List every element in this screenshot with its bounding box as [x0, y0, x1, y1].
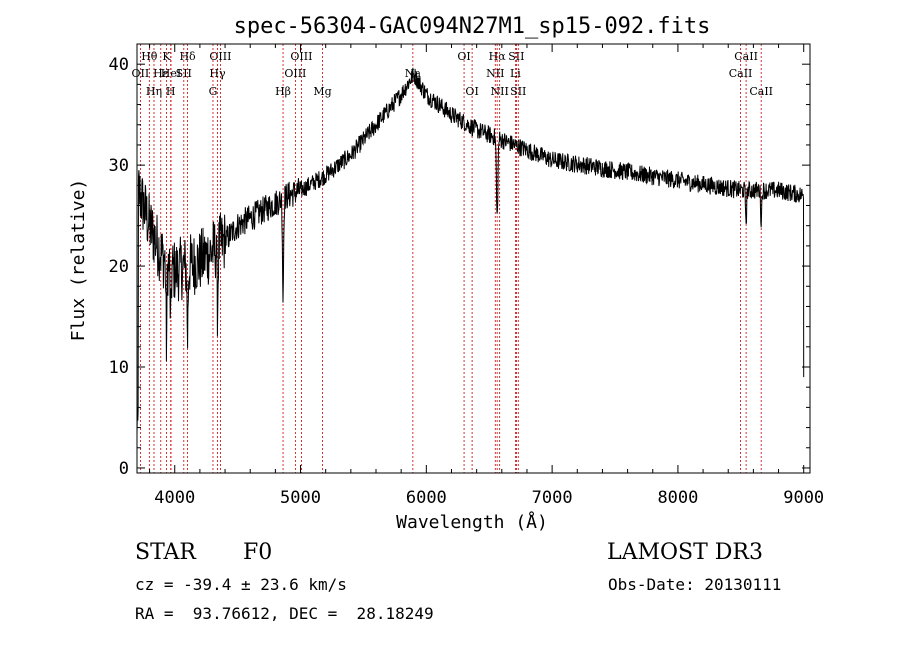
x-tick-label: 9000 — [783, 488, 824, 508]
spectral-line-label: Mg — [313, 85, 331, 98]
spectral-line-label: OI — [457, 50, 470, 63]
x-tick-label: 8000 — [657, 488, 698, 508]
survey-name: LAMOST DR3 — [607, 540, 763, 565]
x-tick-label: 4000 — [154, 488, 195, 508]
spectral-line-label: H — [166, 85, 176, 98]
spectral-line-label: G — [209, 85, 218, 98]
spectral-line-label: Hγ — [209, 67, 226, 80]
spectral-line-label: CaII — [749, 85, 773, 98]
spectral-line-label: OIII — [209, 50, 231, 63]
x-axis-label: Wavelength (Å) — [396, 511, 548, 533]
spectral-line-label: Hε — [153, 67, 169, 80]
plot-area — [136, 43, 811, 474]
y-tick-label: 10 — [109, 358, 129, 378]
y-tick-label: 30 — [109, 156, 129, 176]
x-tick-label: 5000 — [280, 488, 321, 508]
y-tick-label: 0 — [119, 459, 129, 479]
coordinates-text: RA = 93.76612, DEC = 28.18249 — [135, 604, 434, 623]
spectral-line-label: CaII — [734, 50, 758, 63]
spectral-line-label: OIII — [284, 67, 306, 80]
spectral-line-label: Hα — [489, 50, 507, 63]
spectral-line-label: OIII — [290, 50, 312, 63]
x-tick-label: 6000 — [406, 488, 447, 508]
spectral-line-label: OII — [132, 67, 150, 80]
chart-title: spec-56304-GAC094N27M1_sp15-092.fits — [234, 14, 711, 39]
y-axis-label: Flux (relative) — [68, 179, 89, 342]
y-tick-label: 40 — [109, 55, 129, 75]
spectral-line-label: SII — [508, 50, 524, 63]
object-subclass: F0 — [243, 540, 273, 565]
spectral-line-label: K — [162, 50, 171, 63]
spectral-line-label: NII — [491, 85, 509, 98]
spectral-line-label: Hη — [146, 85, 162, 98]
spectral-line-label: SII — [510, 85, 526, 98]
spectrum-line — [136, 67, 805, 436]
spectral-line-label: CaII — [729, 67, 753, 80]
spectral-line-label: Hδ — [179, 50, 196, 63]
spectral-line-label: NII — [486, 67, 504, 80]
spectral-line-label: Hθ — [141, 50, 158, 63]
velocity-text: cz = -39.4 ± 23.6 km/s — [135, 575, 347, 594]
spectral-line-label: Hβ — [275, 85, 291, 98]
object-class: STAR — [135, 540, 196, 565]
x-tick-label: 7000 — [532, 488, 573, 508]
y-tick-label: 20 — [109, 257, 129, 277]
plot-frame — [136, 43, 811, 474]
spectral-line-label: Li — [510, 67, 521, 80]
spectral-line-label: SII — [176, 67, 192, 80]
spectral-line-label: OI — [465, 85, 478, 98]
obs-date: Obs-Date: 20130111 — [608, 575, 782, 594]
